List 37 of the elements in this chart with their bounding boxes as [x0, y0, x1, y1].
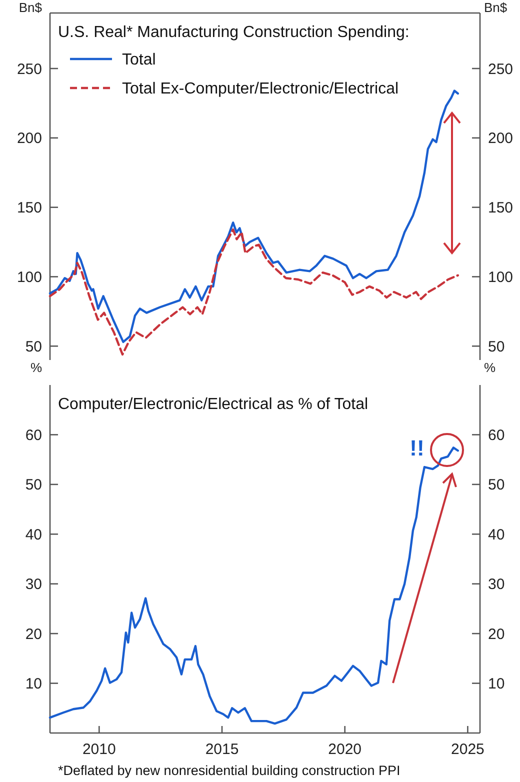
x-tick-label: 2015 — [205, 741, 239, 758]
y-tick-label: 30 — [25, 576, 42, 594]
x-tick-label: 2025 — [451, 741, 484, 758]
y-tick-label: 250 — [16, 60, 42, 78]
y2-tick-label: 50 — [488, 476, 505, 494]
x-tick-label: 2020 — [328, 741, 362, 758]
legend-label: Total Ex-Computer/Electronic/Electrical — [122, 80, 399, 98]
y-tick-label: 60 — [25, 426, 42, 444]
y-tick-label: 20 — [25, 626, 42, 643]
y2-tick-label: 100 — [488, 268, 514, 286]
y2-tick-label: 20 — [488, 626, 505, 643]
y-tick-label: 50 — [25, 338, 42, 356]
y2-tick-label: 30 — [488, 576, 505, 594]
y-tick-label: 10 — [25, 676, 42, 693]
y2-tick-label: 200 — [488, 130, 514, 148]
y2-axis-title: % — [484, 360, 496, 375]
x-tick-label: 2010 — [82, 741, 116, 758]
y2-tick-label: 60 — [488, 426, 505, 444]
y2-tick-label: 40 — [488, 526, 505, 544]
y2-tick-label: 10 — [488, 676, 505, 693]
y-tick-label: 40 — [25, 526, 42, 544]
line-series — [48, 228, 459, 356]
y2-tick-label: 50 — [488, 338, 505, 356]
legend-label: Total — [122, 52, 156, 69]
y2-axis-title: Bn$ — [484, 0, 508, 15]
y2-tick-label: 150 — [488, 200, 514, 217]
text: Computer/Electronic/Electrical as % of Total — [58, 396, 368, 413]
y-axis-title: % — [30, 360, 42, 375]
y-tick-label: 50 — [25, 476, 42, 494]
y2-tick-label: 250 — [488, 60, 514, 78]
y-axis-title: Bn$ — [18, 0, 43, 15]
y-tick-label: 100 — [16, 268, 42, 286]
y-tick-label: 200 — [16, 130, 42, 148]
y-tick-label: 150 — [16, 200, 42, 217]
annotation: !! — [410, 436, 424, 461]
text: U.S. Real* Manufacturing Construction Spending: — [58, 24, 410, 41]
text: *Deflated by new nonresidential building construction PPI — [58, 763, 400, 778]
